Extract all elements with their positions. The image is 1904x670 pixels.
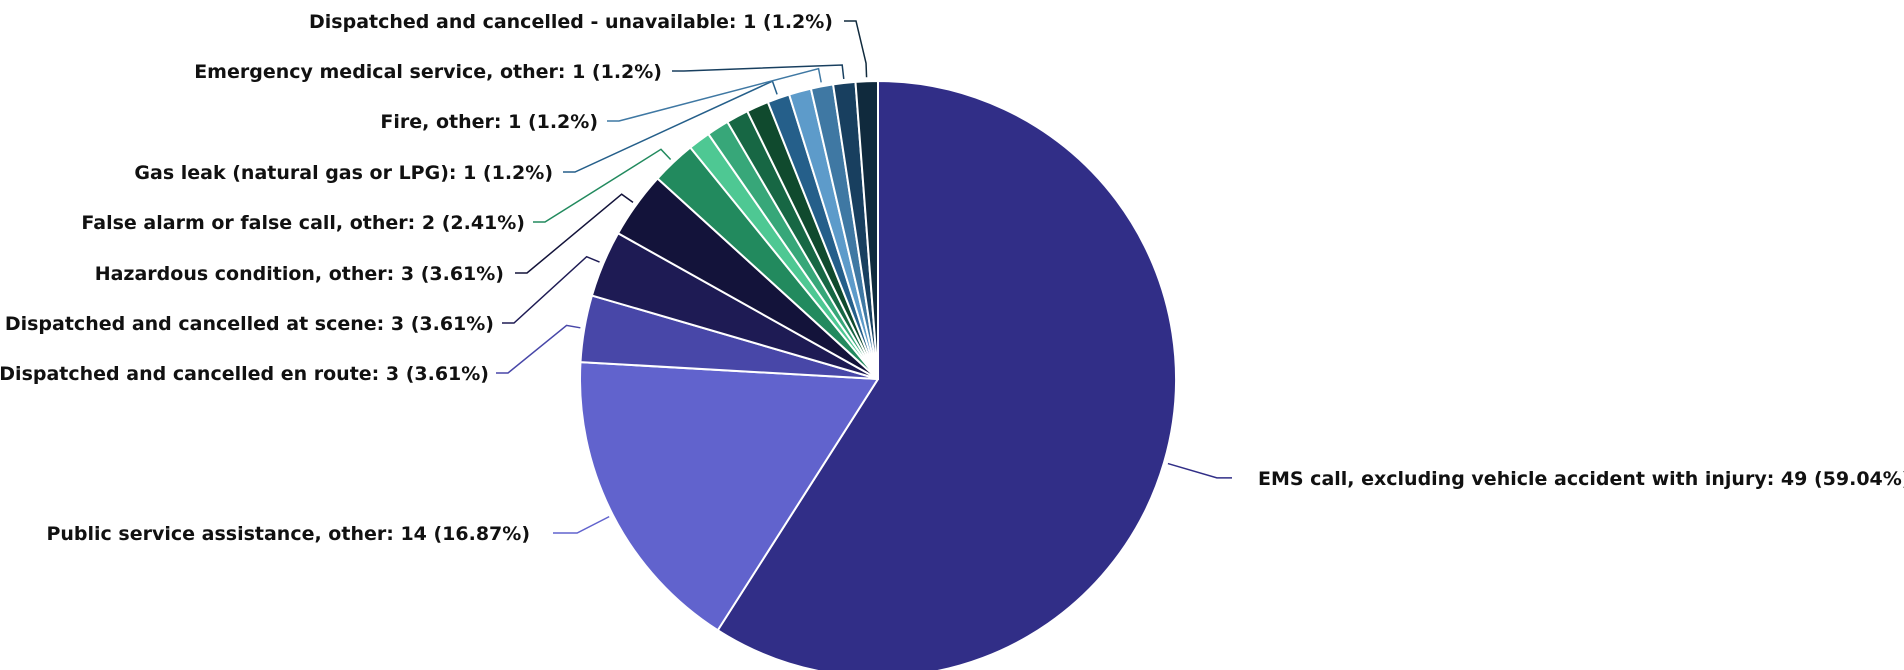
label-connector — [672, 64, 845, 80]
pie-slice[interactable] — [579, 361, 879, 632]
slice-label: EMS call, excluding vehicle accident wit… — [1258, 468, 1904, 490]
slice-label: Public service assistance, other: 14 (16… — [46, 523, 530, 545]
slice-label: Dispatched and cancelled - unavailable: … — [309, 11, 833, 33]
slice-label: Dispatched and cancelled at scene: 3 (3.… — [5, 313, 494, 335]
label-connector — [496, 324, 581, 374]
slice-label: Gas leak (natural gas or LPG): 1 (1.2%) — [134, 162, 553, 184]
slice-label: Dispatched and cancelled en route: 3 (3.… — [0, 363, 489, 385]
pie-slices — [579, 80, 1177, 670]
label-connector — [563, 80, 778, 173]
pie-slice[interactable] — [854, 80, 879, 380]
pie-slice[interactable] — [716, 80, 1177, 670]
slice-label: False alarm or false call, other: 2 (2.4… — [81, 212, 525, 234]
slice-label: Hazardous condition, other: 3 (3.61%) — [95, 263, 504, 285]
label-connector — [1167, 462, 1232, 479]
label-connectors — [496, 20, 1232, 534]
label-connector — [844, 20, 868, 78]
label-connector — [607, 67, 822, 122]
label-connector — [515, 193, 634, 274]
label-connector — [533, 148, 672, 223]
slice-labels: EMS call, excluding vehicle accident wit… — [0, 11, 1904, 545]
label-connector — [502, 255, 600, 324]
slice-label: Fire, other: 1 (1.2%) — [380, 111, 598, 133]
slice-label: Emergency medical service, other: 1 (1.2… — [194, 61, 662, 83]
label-connector — [553, 515, 610, 534]
